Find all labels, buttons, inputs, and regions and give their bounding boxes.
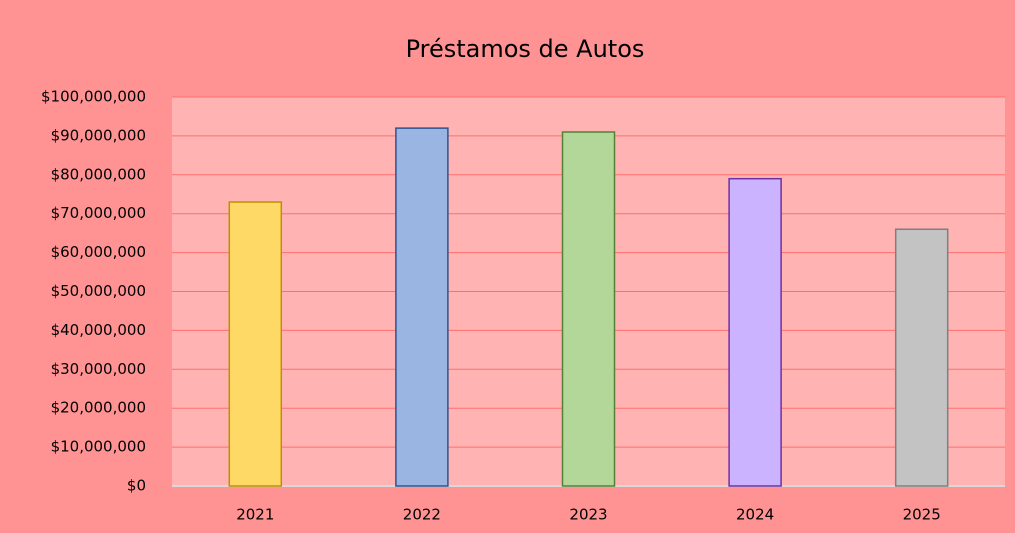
chart-title: Préstamos de Autos bbox=[406, 35, 645, 63]
bar bbox=[728, 177, 782, 487]
bar bbox=[395, 127, 449, 487]
y-tick-label: $60,000,000 bbox=[51, 243, 146, 261]
bar bbox=[561, 131, 616, 487]
y-tick-label: $0 bbox=[127, 477, 146, 495]
bar bbox=[228, 201, 283, 487]
y-tick-label: $70,000,000 bbox=[51, 204, 146, 222]
x-tick-label: 2022 bbox=[403, 506, 441, 524]
bar bbox=[894, 228, 949, 487]
y-tick-label: $10,000,000 bbox=[51, 438, 146, 456]
y-tick-label: $20,000,000 bbox=[51, 399, 146, 417]
y-tick-label: $80,000,000 bbox=[51, 165, 146, 183]
x-tick-label: 2023 bbox=[569, 506, 607, 524]
x-tick-label: 2025 bbox=[903, 506, 941, 524]
y-tick-label: $90,000,000 bbox=[51, 126, 146, 144]
y-tick-label: $30,000,000 bbox=[51, 360, 146, 378]
x-tick-label: 2024 bbox=[736, 506, 774, 524]
y-tick-label: $50,000,000 bbox=[51, 282, 146, 300]
x-tick-label: 2021 bbox=[236, 506, 274, 524]
y-tick-label: $40,000,000 bbox=[51, 321, 146, 339]
y-tick-label: $100,000,000 bbox=[41, 88, 146, 106]
